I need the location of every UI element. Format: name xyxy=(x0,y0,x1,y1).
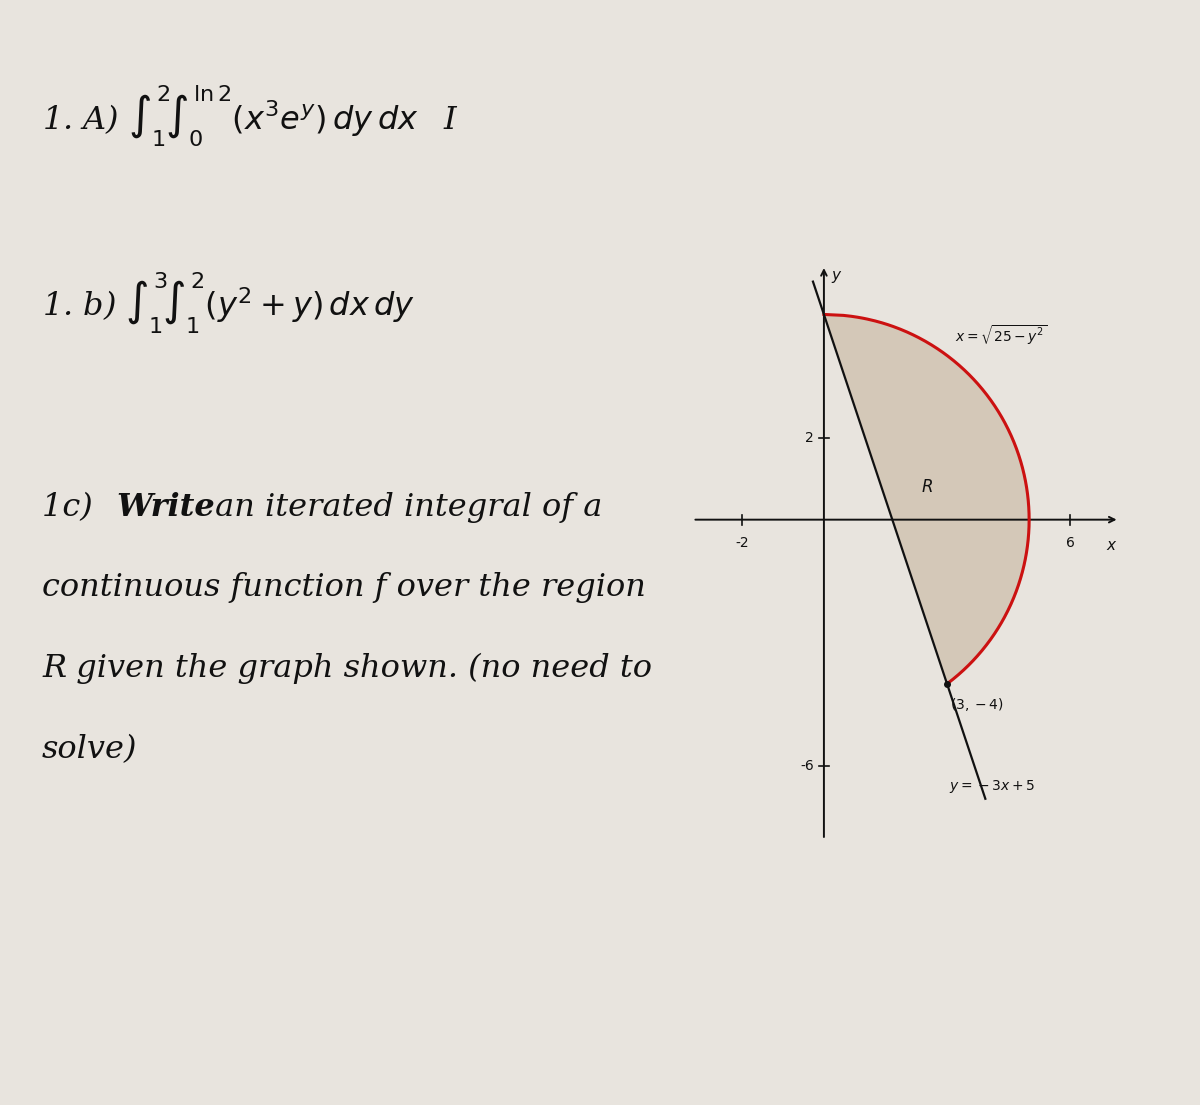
Text: $x$: $x$ xyxy=(1106,538,1117,554)
Text: 6: 6 xyxy=(1066,536,1075,550)
Text: $x = \sqrt{25-y^2}$: $x = \sqrt{25-y^2}$ xyxy=(955,323,1048,347)
Text: 1. A) $\int_1^2\!\int_0^{\ln 2}(x^3e^y)\,dy\,dx\;\;$ I: 1. A) $\int_1^2\!\int_0^{\ln 2}(x^3e^y)\… xyxy=(42,83,458,149)
Text: Write: Write xyxy=(116,492,215,523)
Text: an iterated integral of a: an iterated integral of a xyxy=(205,492,602,523)
Text: solve): solve) xyxy=(42,734,138,765)
Text: -2: -2 xyxy=(736,536,749,550)
Text: $y$: $y$ xyxy=(832,270,842,285)
Text: $R$: $R$ xyxy=(920,477,932,496)
Text: R given the graph shown. (no need to: R given the graph shown. (no need to xyxy=(42,653,652,684)
Text: -6: -6 xyxy=(800,759,814,772)
Text: continuous function f over the region: continuous function f over the region xyxy=(42,572,646,603)
Text: $y = -3x + 5$: $y = -3x + 5$ xyxy=(949,778,1036,794)
Text: $(3, -4)$: $(3, -4)$ xyxy=(950,696,1003,713)
Text: 1. b) $\int_1^3\!\int_1^2(y^2+y)\,dx\,dy$: 1. b) $\int_1^3\!\int_1^2(y^2+y)\,dx\,dy… xyxy=(42,271,415,336)
Text: 1c): 1c) xyxy=(42,492,103,523)
Text: 2: 2 xyxy=(805,431,814,444)
